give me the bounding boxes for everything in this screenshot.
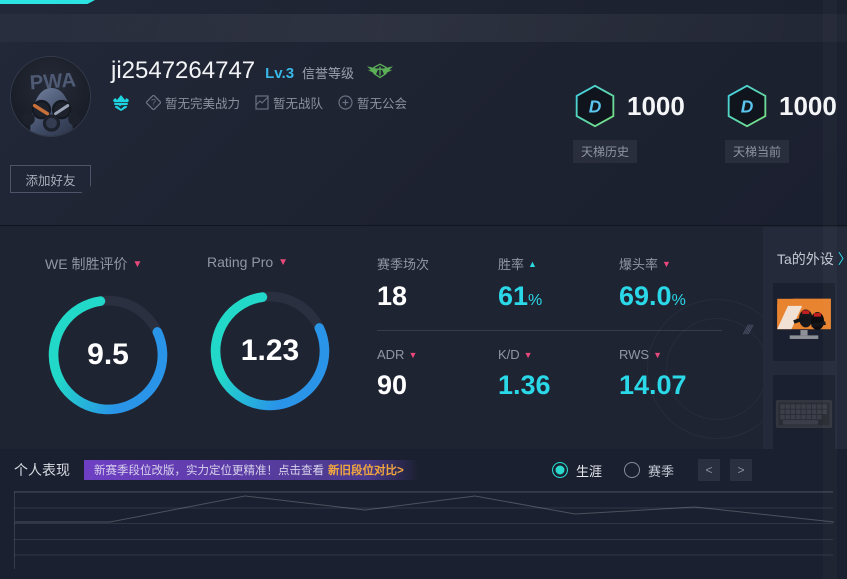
svg-text:D: D (589, 96, 602, 116)
svg-text:D: D (741, 96, 754, 116)
svg-text:?: ? (151, 98, 156, 108)
